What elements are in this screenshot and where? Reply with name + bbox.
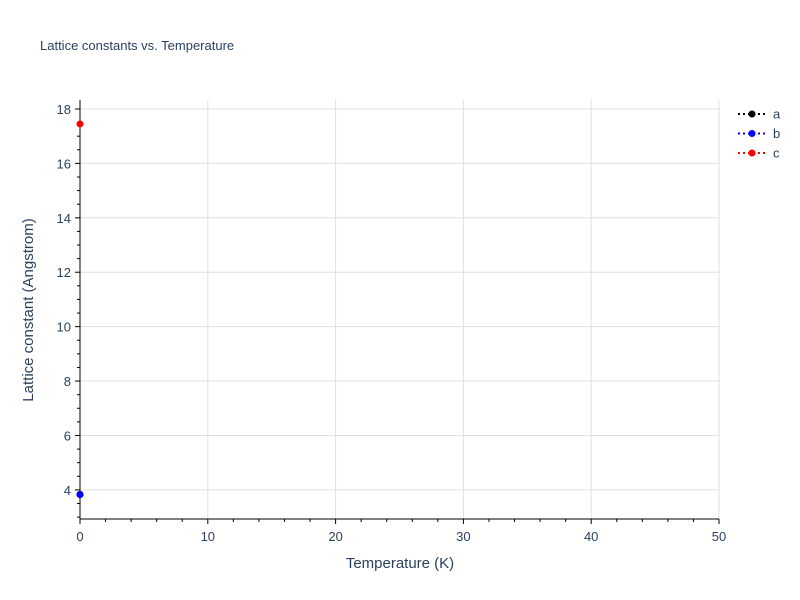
y-tick-label: 12 bbox=[57, 265, 71, 280]
y-tick-label: 4 bbox=[64, 483, 71, 498]
y-tick-label: 18 bbox=[57, 102, 71, 117]
axes bbox=[75, 100, 720, 524]
y-tick-label: 16 bbox=[57, 156, 71, 171]
y-axis-label: Lattice constant (Angstrom) bbox=[20, 218, 37, 401]
tick-labels: 0 10 20 30 40 50 4 6 8 10 12 14 16 18 bbox=[57, 102, 727, 544]
x-tick-label: 20 bbox=[328, 529, 342, 544]
gridlines bbox=[80, 100, 720, 519]
legend-marker-icon bbox=[748, 149, 756, 157]
y-tick-label: 6 bbox=[64, 428, 71, 443]
data-point-b bbox=[76, 491, 84, 499]
legend-label: c bbox=[773, 146, 780, 161]
y-tick-label: 8 bbox=[64, 374, 71, 389]
legend-marker-icon bbox=[748, 110, 756, 118]
data-marks bbox=[76, 120, 84, 499]
y-tick-label: 10 bbox=[57, 320, 71, 335]
chart-title: Lattice constants vs. Temperature bbox=[40, 38, 234, 53]
legend-label: b bbox=[773, 126, 780, 141]
x-tick-label: 30 bbox=[456, 529, 470, 544]
data-point-c bbox=[76, 120, 84, 128]
legend-item-a[interactable]: a bbox=[738, 107, 781, 122]
x-tick-label: 40 bbox=[584, 529, 598, 544]
y-tick-label: 14 bbox=[57, 211, 71, 226]
x-tick-label: 10 bbox=[201, 529, 215, 544]
legend-marker-icon bbox=[748, 130, 756, 137]
legend-item-c[interactable]: c bbox=[738, 146, 780, 161]
legend-item-b[interactable]: b bbox=[738, 126, 780, 141]
x-tick-label: 0 bbox=[76, 529, 83, 544]
x-tick-label: 50 bbox=[712, 529, 726, 544]
legend[interactable]: abc bbox=[738, 107, 781, 161]
legend-label: a bbox=[773, 107, 781, 122]
x-axis-label: Temperature (K) bbox=[346, 555, 454, 572]
